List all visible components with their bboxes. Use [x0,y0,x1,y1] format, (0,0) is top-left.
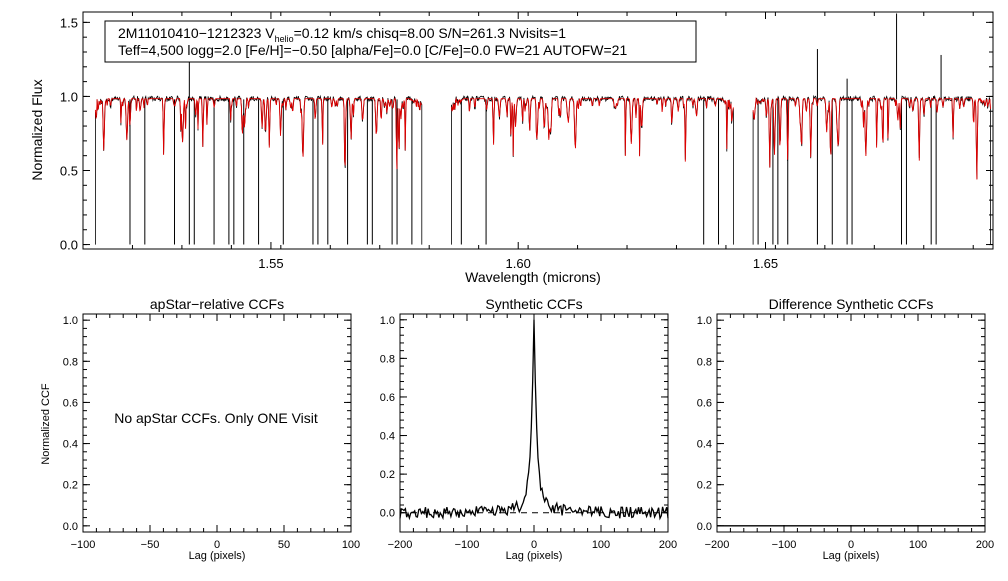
apstar-ccf-x-tick-label: 50 [278,539,290,551]
difference-ccf-x-tick-label: −100 [772,539,797,551]
annotation-line-1: 2M11010410−1212323 Vhelio=0.12 km/s chis… [118,25,566,44]
difference-ccf-y-tick-label: 0.8 [697,356,712,368]
synthetic-ccf-x-tick-label: −200 [388,539,413,551]
apstar-ccf-y-tick-label: 0.2 [63,480,78,492]
synthetic-ccf-x-tick-label: −100 [455,539,480,551]
synthetic-spectrum-segment [451,97,734,162]
synthetic-ccf-panel: 0.0 0.2 0.4 0.6 0.8 1.0 −200 −100 0 100 200 Synth… [380,296,677,562]
difference-ccf-panel: 0.0 0.2 0.4 0.6 0.8 1.0 −200 −100 0 100 200 Diffe… [697,296,994,562]
apstar-ccf-title: apStar−relative CCFs [150,296,284,312]
synthetic-spectrum-segment [752,97,991,180]
difference-ccf-x-tick-label: 200 [976,539,994,551]
apstar-ccf-panel: 0.0 0.2 0.4 0.6 0.8 1.0 −100 −50 0 50 100 apStar−… [40,296,360,562]
difference-ccf-y-tick-label: 1.0 [697,315,712,327]
difference-ccf-y-tick-label: 0.0 [697,521,712,533]
apstar-ccf-y-tick-label: 1.0 [63,315,78,327]
synthetic-ccf-x-tick-label: 100 [592,539,610,551]
apstar-ccf-x-label: Lag (pixels) [189,550,246,562]
spectrum-y-tick-label: 1.5 [60,15,78,30]
synthetic-ccf-x-tick-label: 200 [659,539,677,551]
spectrum-x-tick-label: 1.60 [506,256,531,271]
difference-ccf-title: Difference Synthetic CCFs [769,296,934,312]
apstar-ccf-y-tick-label: 0.8 [63,356,78,368]
apstar-ccf-y-tick-label: 0.6 [63,397,78,409]
annotation-line-2: Teff=4,500 logg=2.0 [Fe/H]=−0.50 [alpha/… [118,42,627,58]
annotation-subscript: helio [275,34,294,44]
difference-ccf-y-tick-label: 0.2 [697,480,712,492]
apstar-ccf-y-label: Normalized CCF [40,383,52,465]
spectrum-y-tick-label: 0.0 [60,238,78,253]
spectrum-x-tick-label: 1.65 [753,256,778,271]
apstar-ccf-y-tick-label: 0.0 [63,521,78,533]
spectrum-y-tick-label: 1.0 [60,89,78,104]
spectrum-x-label: Wavelength (microns) [465,269,601,285]
apstar-ccf-x-tick-label: −50 [141,539,160,551]
synthetic-ccf-y-tick-label: 1.0 [380,315,395,327]
difference-ccf-x-label: Lag (pixels) [823,550,880,562]
synthetic-ccf-title: Synthetic CCFs [485,296,582,312]
apstar-ccf-x-tick-label: 100 [342,539,360,551]
spectrum-y-label: Normalized Flux [29,79,45,180]
synthetic-ccf-x-ticks: −200 −100 0 100 200 [388,314,677,551]
spectrum-y-tick-label: 0.5 [60,163,78,178]
difference-ccf-y-tick-label: 0.6 [697,397,712,409]
synthetic-spectrum-segment [94,97,422,170]
difference-ccf-x-tick-label: 0 [848,539,854,551]
difference-ccf-y-ticks: 0.0 0.2 0.4 0.6 0.8 1.0 [697,315,985,533]
apstar-ccf-x-tick-label: 0 [214,539,220,551]
spectrum-panel: 0.0 0.5 1.0 1.5 1.55 1.60 1.65 2M11010410−121… [29,11,994,285]
synthetic-spectrum-line [94,97,991,180]
apstar-ccf-y-tick-label: 0.4 [63,439,78,451]
difference-ccf-x-ticks: −200 −100 0 100 200 [705,314,994,551]
spectrum-y-ticks: 0.0 0.5 1.0 1.5 [60,15,993,253]
spectrum-x-ticks: 1.55 1.60 1.65 [82,12,974,271]
difference-ccf-y-tick-label: 0.4 [697,439,712,451]
apstar-ccf-message: No apStar CCFs. Only ONE Visit [114,410,318,426]
synthetic-ccf-y-tick-label: 0.6 [380,392,395,404]
annotation-star-id: 2M11010410−1212323 V [118,25,275,41]
apstar-ccf-x-tick-label: −100 [71,539,96,551]
difference-ccf-x-tick-label: −200 [705,539,730,551]
synthetic-ccf-x-tick-label: 0 [531,539,537,551]
annotation-stats: =0.12 km/s chisq=8.00 S/N=261.3 Nvisits=… [294,25,567,41]
synthetic-ccf-y-tick-label: 0.0 [380,508,395,520]
spectrum-x-tick-label: 1.55 [258,256,283,271]
synthetic-ccf-y-ticks: 0.0 0.2 0.4 0.6 0.8 1.0 [380,315,668,520]
apstar-ccf-y-ticks: 0.0 0.2 0.4 0.6 0.8 1.0 [63,315,351,533]
apstar-ccf-x-ticks: −100 −50 0 50 100 [71,314,360,551]
synthetic-ccf-y-tick-label: 0.4 [380,431,395,443]
synthetic-ccf-x-label: Lag (pixels) [506,550,563,562]
spectrum-annotation-box [104,20,697,63]
observed-spectrum-segment [752,94,991,245]
difference-ccf-x-tick-label: 100 [909,539,927,551]
synthetic-ccf-y-tick-label: 0.2 [380,469,395,481]
synthetic-ccf-y-tick-label: 0.8 [380,353,395,365]
spectrum-frame [82,11,994,250]
